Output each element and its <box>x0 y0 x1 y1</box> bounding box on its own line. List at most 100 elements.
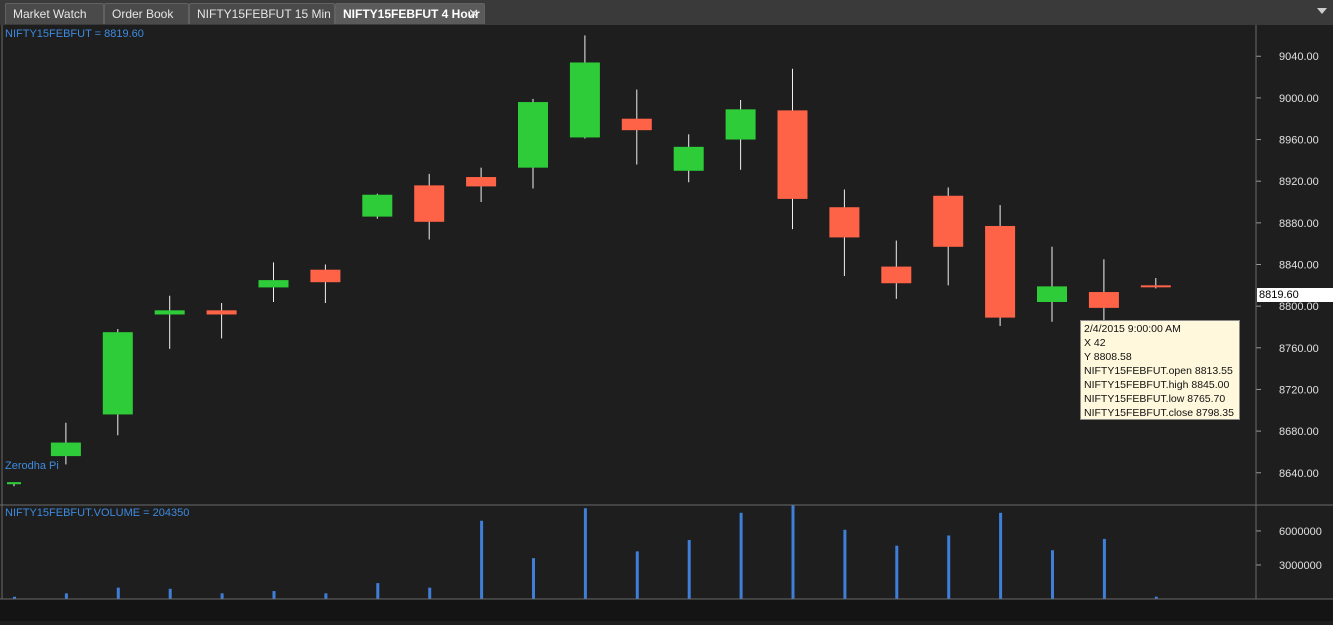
last-price-tag: 8819.60 <box>1257 288 1333 302</box>
price-tick-label: 8960.00 <box>1279 135 1319 147</box>
volume-bar <box>739 512 743 599</box>
watermark-label: Zerodha Pi <box>5 460 59 472</box>
tooltip-high: NIFTY15FEBFUT.high 8845.00 <box>1084 379 1230 391</box>
volume-bar <box>116 587 120 599</box>
tab-nifty-15min[interactable]: NIFTY15FEBFUT 15 Min <box>189 3 335 24</box>
candle-body-up <box>50 442 81 457</box>
volume-bar <box>428 587 432 599</box>
price-tick-label: 8920.00 <box>1279 176 1319 188</box>
candlestick-series <box>7 35 1171 487</box>
volume-bar <box>1102 538 1106 599</box>
tooltip-open: NIFTY15FEBFUT.open 8813.55 <box>1084 365 1233 377</box>
price-tick-label: 8720.00 <box>1279 384 1319 396</box>
price-tick-label: 9040.00 <box>1279 51 1319 63</box>
candle <box>985 205 1016 326</box>
candle-body-down <box>466 177 497 187</box>
tab-label: Order Book <box>112 7 174 21</box>
volume-bar <box>1051 550 1054 599</box>
candle <box>466 167 497 203</box>
candle-body-down <box>985 225 1016 318</box>
candle <box>50 422 81 465</box>
candle-body-down <box>206 310 237 315</box>
volume-bar <box>220 593 224 599</box>
volume-bar <box>324 593 328 599</box>
volume-legend: NIFTY15FEBFUT.VOLUME = 204350 <box>5 507 190 519</box>
tooltip-x: X 42 <box>1084 337 1106 349</box>
tab-nifty-4hour[interactable]: NIFTY15FEBFUT 4 Hour ✕ <box>335 3 485 24</box>
volume-bar <box>1154 596 1158 599</box>
candle-body-down <box>881 266 912 284</box>
candle-body-up <box>154 310 185 315</box>
price-tick-label: 8640.00 <box>1279 468 1319 480</box>
candle <box>1140 278 1171 289</box>
candle-body-up <box>1037 286 1067 302</box>
candle <box>569 35 600 139</box>
candle-body-down <box>414 185 445 222</box>
tooltip-y: Y 8808.58 <box>1084 351 1132 363</box>
volume-series <box>13 504 1158 599</box>
tab-market-watch[interactable]: Market Watch <box>5 3 104 24</box>
volume-bar <box>272 591 276 599</box>
candle <box>621 89 652 165</box>
dropdown-arrow-icon[interactable] <box>1317 8 1327 14</box>
tab-bar: Market Watch Order Book NIFTY15FEBFUT 15… <box>0 0 1333 26</box>
candle-body-down <box>777 110 808 199</box>
candle-body-down <box>1140 285 1171 288</box>
candle <box>518 98 548 189</box>
candle <box>102 329 133 436</box>
volume-bar <box>687 540 691 599</box>
tab-order-book[interactable]: Order Book <box>104 3 189 24</box>
tab-label: NIFTY15FEBFUT 4 Hour <box>343 7 480 21</box>
volume-bar <box>64 593 68 599</box>
candle <box>673 134 704 183</box>
price-tick-label: 8880.00 <box>1279 218 1319 230</box>
candle <box>1037 246 1067 322</box>
candle <box>933 187 964 286</box>
candle <box>310 264 341 304</box>
volume-axis: 3000000 6000000 <box>1256 526 1322 572</box>
volume-bar <box>895 545 899 599</box>
candle-body-up <box>7 482 21 485</box>
candle <box>206 303 237 339</box>
candle <box>258 262 289 302</box>
candle-body-up <box>362 194 393 217</box>
volume-bar <box>376 583 380 599</box>
candle-body-up <box>102 332 133 415</box>
volume-bar <box>947 535 951 599</box>
volume-bar <box>532 558 535 599</box>
volume-bar <box>13 596 16 599</box>
volume-bar <box>999 512 1003 599</box>
volume-bar <box>480 520 484 599</box>
volume-bar <box>843 529 847 599</box>
price-tick-label: 8800.00 <box>1279 301 1319 313</box>
volume-bar <box>791 504 795 599</box>
candle <box>881 240 912 299</box>
price-axis: 8640.00 8680.00 8720.00 8760.00 8800.00 8840.… <box>1256 51 1319 480</box>
close-icon[interactable]: ✕ <box>468 6 479 21</box>
price-tick-label: 8760.00 <box>1279 343 1319 355</box>
volume-tick-label: 3000000 <box>1279 560 1322 572</box>
volume-bar <box>168 588 172 599</box>
candle-body-down <box>310 269 341 283</box>
tooltip-datetime: 2/4/2015 9:00:00 AM <box>1084 323 1181 335</box>
price-tick-label: 8680.00 <box>1279 426 1319 438</box>
crosshair-tooltip: 2/4/2015 9:00:00 AM X 42 Y 8808.58 NIFTY… <box>1080 320 1240 420</box>
candle-body-down <box>621 118 652 131</box>
chart-frame <box>0 25 1333 621</box>
candle-body-down <box>829 207 860 238</box>
candle-body-down <box>933 195 964 247</box>
volume-bar <box>583 508 587 599</box>
candle-body-up <box>725 109 756 140</box>
candle <box>777 68 808 230</box>
tooltip-low: NIFTY15FEBFUT.low 8765.70 <box>1084 393 1226 405</box>
candle <box>362 193 393 219</box>
candle <box>7 482 21 487</box>
candle-body-down <box>1088 292 1119 308</box>
candle-body-up <box>518 102 548 168</box>
time-axis-background <box>0 599 1333 621</box>
candle <box>154 295 185 349</box>
candle-body-up <box>569 62 600 138</box>
volume-bar <box>635 551 639 599</box>
candle-body-up <box>673 146 704 171</box>
volume-tick-label: 6000000 <box>1279 526 1322 538</box>
